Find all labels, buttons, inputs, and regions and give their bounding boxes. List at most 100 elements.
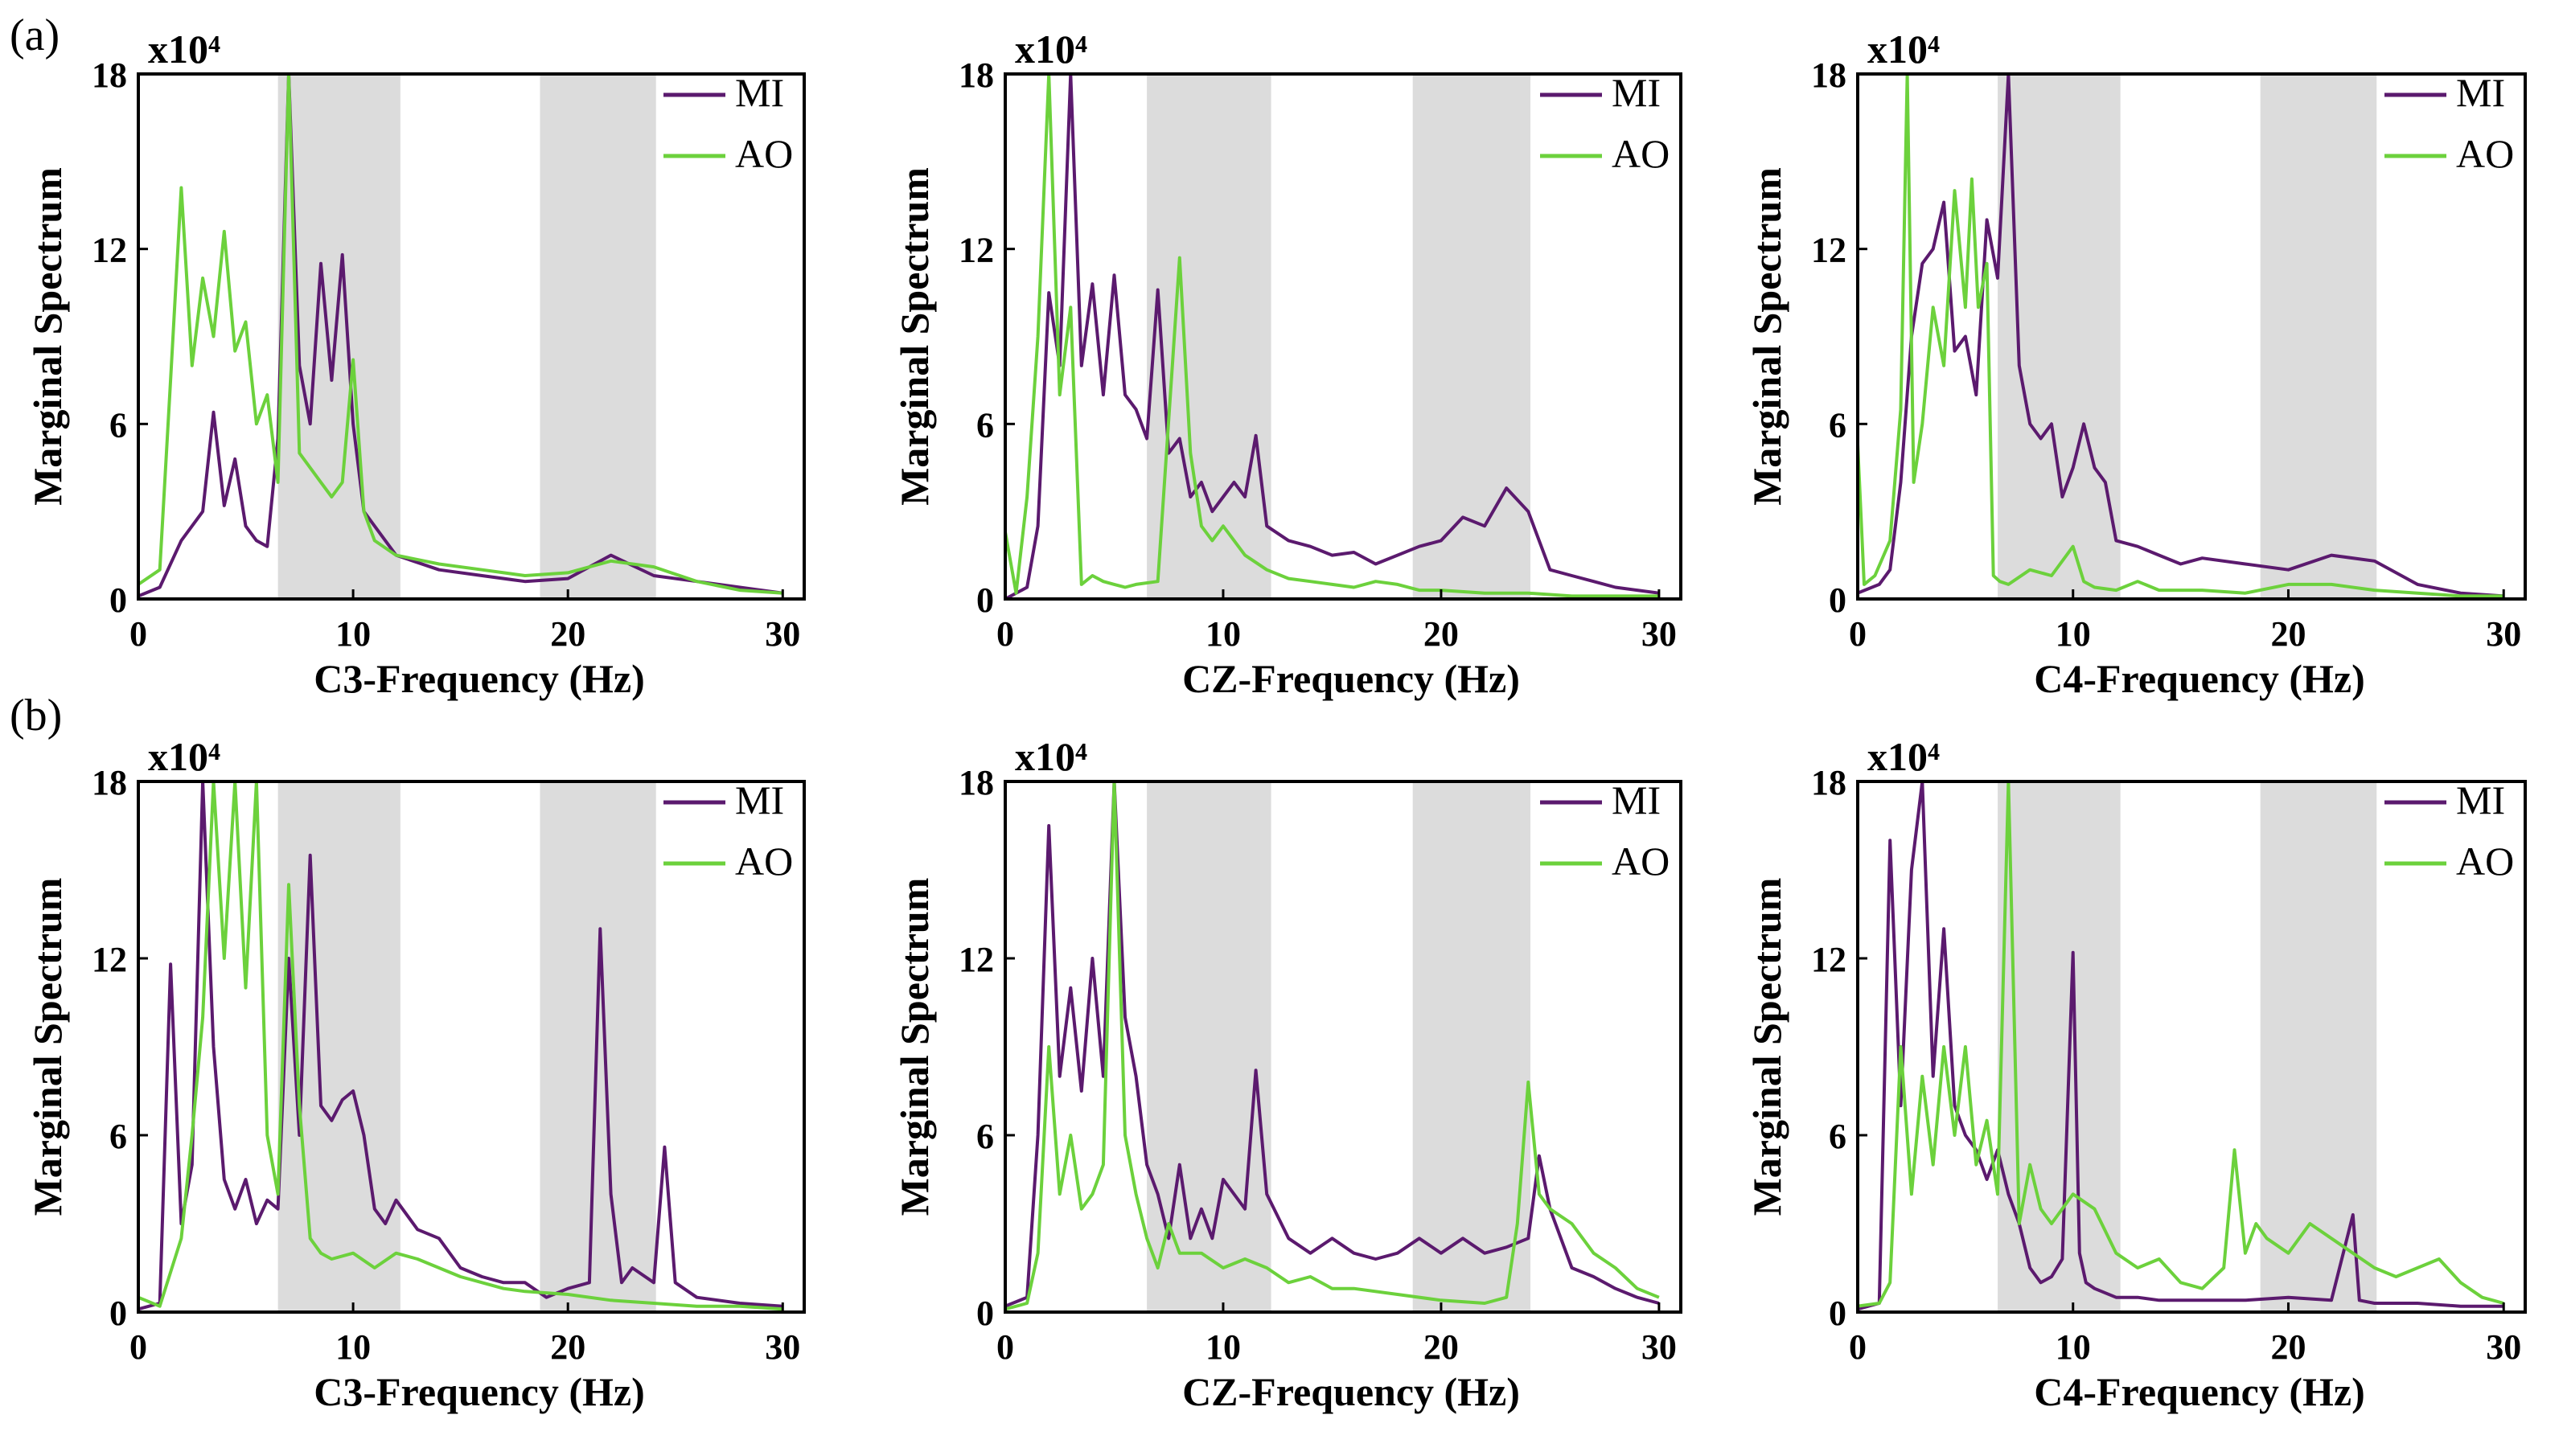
y-tick-label: 0 xyxy=(976,580,994,620)
series-line-ao xyxy=(138,74,783,595)
y-tick-label: 6 xyxy=(1829,1117,1846,1156)
x-tick-label: 10 xyxy=(335,1327,371,1367)
y-tick-label: 12 xyxy=(959,940,994,979)
y-tick-label: 0 xyxy=(109,580,127,620)
legend-label-ao: AO xyxy=(2456,131,2514,176)
shaded-band-2 xyxy=(540,74,656,599)
x-tick-label: 20 xyxy=(1423,1327,1459,1367)
x-tick-label: 10 xyxy=(1206,1327,1241,1367)
series-line-ao xyxy=(138,781,783,1311)
panel-label-b: (b) xyxy=(10,691,62,740)
y-tick-label: 12 xyxy=(959,231,994,270)
x-tick-label: 10 xyxy=(1206,614,1241,654)
chart-6: 0 10 20 30 0 6 12 18 x10⁴ C4-Frequency (Hz) Margin… xyxy=(1744,734,2527,1414)
y-tick-label: 0 xyxy=(109,1294,127,1333)
shaded-band-2 xyxy=(1412,74,1531,599)
y-tick-label: 6 xyxy=(109,1117,127,1156)
x-axis-label: C3-Frequency (Hz) xyxy=(314,656,644,701)
y-tick-label: 0 xyxy=(1829,1294,1846,1333)
y-tick-label: 0 xyxy=(1829,580,1846,620)
chart-2: 0 10 20 30 0 6 12 18 x10⁴ CZ-Frequency (Hz) Margin… xyxy=(892,27,1682,701)
x-tick-label: 20 xyxy=(2270,614,2306,654)
x-tick-label: 0 xyxy=(996,1327,1014,1367)
y-tick-label: 6 xyxy=(1829,405,1846,445)
series-line-ao xyxy=(1858,74,2504,598)
legend-label-ao: AO xyxy=(735,839,793,884)
chart-3: 0 10 20 30 0 6 12 18 x10⁴ C4-Frequency (Hz) Margin… xyxy=(1744,27,2527,701)
shaded-band-2 xyxy=(1412,781,1531,1312)
x-tick-label: 20 xyxy=(550,1327,585,1367)
legend-label-mi: MI xyxy=(735,70,784,115)
x-tick-label: 20 xyxy=(1423,614,1459,654)
series-line-mi xyxy=(1005,74,1660,599)
legend-label-mi: MI xyxy=(1612,70,1661,115)
shaded-band-1 xyxy=(1147,74,1271,599)
shaded-band-1 xyxy=(1998,74,2121,599)
series-line-mi xyxy=(138,781,783,1311)
x-axis-label: C4-Frequency (Hz) xyxy=(2034,1369,2364,1414)
y-tick-label: 18 xyxy=(1811,763,1846,802)
y-axis-label: Marginal Spectrum xyxy=(892,167,937,506)
y-tick-label: 18 xyxy=(959,763,994,802)
scale-title: x10⁴ xyxy=(1867,27,1940,72)
panel-label-a: (a) xyxy=(10,10,60,60)
series-line-ao xyxy=(1005,781,1660,1311)
y-tick-label: 6 xyxy=(976,1117,994,1156)
legend-label-mi: MI xyxy=(1612,777,1661,822)
x-tick-label: 0 xyxy=(1849,614,1867,654)
x-axis-label: CZ-Frequency (Hz) xyxy=(1182,656,1520,701)
x-tick-label: 20 xyxy=(550,614,585,654)
x-tick-label: 0 xyxy=(129,1327,147,1367)
y-axis-label: Marginal Spectrum xyxy=(25,167,70,506)
series-line-mi xyxy=(1005,781,1660,1308)
y-axis-label: Marginal Spectrum xyxy=(1744,878,1789,1216)
x-axis-label: C4-Frequency (Hz) xyxy=(2034,656,2364,701)
x-tick-label: 30 xyxy=(2486,614,2521,654)
x-tick-label: 30 xyxy=(765,614,800,654)
shaded-band-1 xyxy=(277,781,400,1312)
x-tick-label: 30 xyxy=(1641,614,1677,654)
x-axis-label: CZ-Frequency (Hz) xyxy=(1182,1369,1520,1414)
axes-frame xyxy=(137,72,806,601)
legend-label-mi: MI xyxy=(735,777,784,822)
y-tick-label: 6 xyxy=(109,405,127,445)
axes-frame xyxy=(1004,780,1682,1314)
chart-1: 0 10 20 30 0 6 12 18 x10⁴ C3-Frequency (Hz) Margin… xyxy=(25,27,806,701)
y-tick-label: 0 xyxy=(976,1294,994,1333)
y-tick-label: 12 xyxy=(92,940,127,979)
x-tick-label: 30 xyxy=(2486,1327,2521,1367)
legend-label-ao: AO xyxy=(1612,839,1670,884)
series-line-ao xyxy=(1005,74,1659,598)
legend-label-ao: AO xyxy=(2456,839,2514,884)
scale-title: x10⁴ xyxy=(148,734,220,779)
series-line-mi xyxy=(1858,781,2504,1311)
axes-frame xyxy=(137,780,806,1314)
y-axis-label: Marginal Spectrum xyxy=(25,878,70,1216)
shaded-band-2 xyxy=(2260,74,2377,599)
y-tick-label: 18 xyxy=(92,55,127,95)
x-tick-label: 0 xyxy=(996,614,1014,654)
legend-label-ao: AO xyxy=(735,131,793,176)
shaded-band-2 xyxy=(2260,781,2377,1312)
axes-frame xyxy=(1856,780,2527,1314)
y-tick-label: 12 xyxy=(92,231,127,270)
x-tick-label: 0 xyxy=(129,614,147,654)
x-tick-label: 20 xyxy=(2270,1327,2306,1367)
y-tick-label: 18 xyxy=(959,55,994,95)
scale-title: x10⁴ xyxy=(1015,734,1087,779)
x-tick-label: 10 xyxy=(335,614,371,654)
legend-label-ao: AO xyxy=(1612,131,1670,176)
series-line-mi xyxy=(138,74,783,598)
y-axis-label: Marginal Spectrum xyxy=(1744,167,1789,506)
chart-4: 0 10 20 30 0 6 12 18 x10⁴ C3-Frequency (Hz) Margin… xyxy=(25,734,806,1414)
x-tick-label: 30 xyxy=(1641,1327,1677,1367)
axes-frame xyxy=(1004,72,1682,601)
legend-label-mi: MI xyxy=(2456,70,2505,115)
scale-title: x10⁴ xyxy=(1015,27,1087,72)
x-tick-label: 10 xyxy=(2056,1327,2091,1367)
chart-5: 0 10 20 30 0 6 12 18 x10⁴ CZ-Frequency (Hz) Margin… xyxy=(892,734,1682,1414)
series-line-mi xyxy=(1858,74,2504,598)
y-tick-label: 18 xyxy=(92,763,127,802)
